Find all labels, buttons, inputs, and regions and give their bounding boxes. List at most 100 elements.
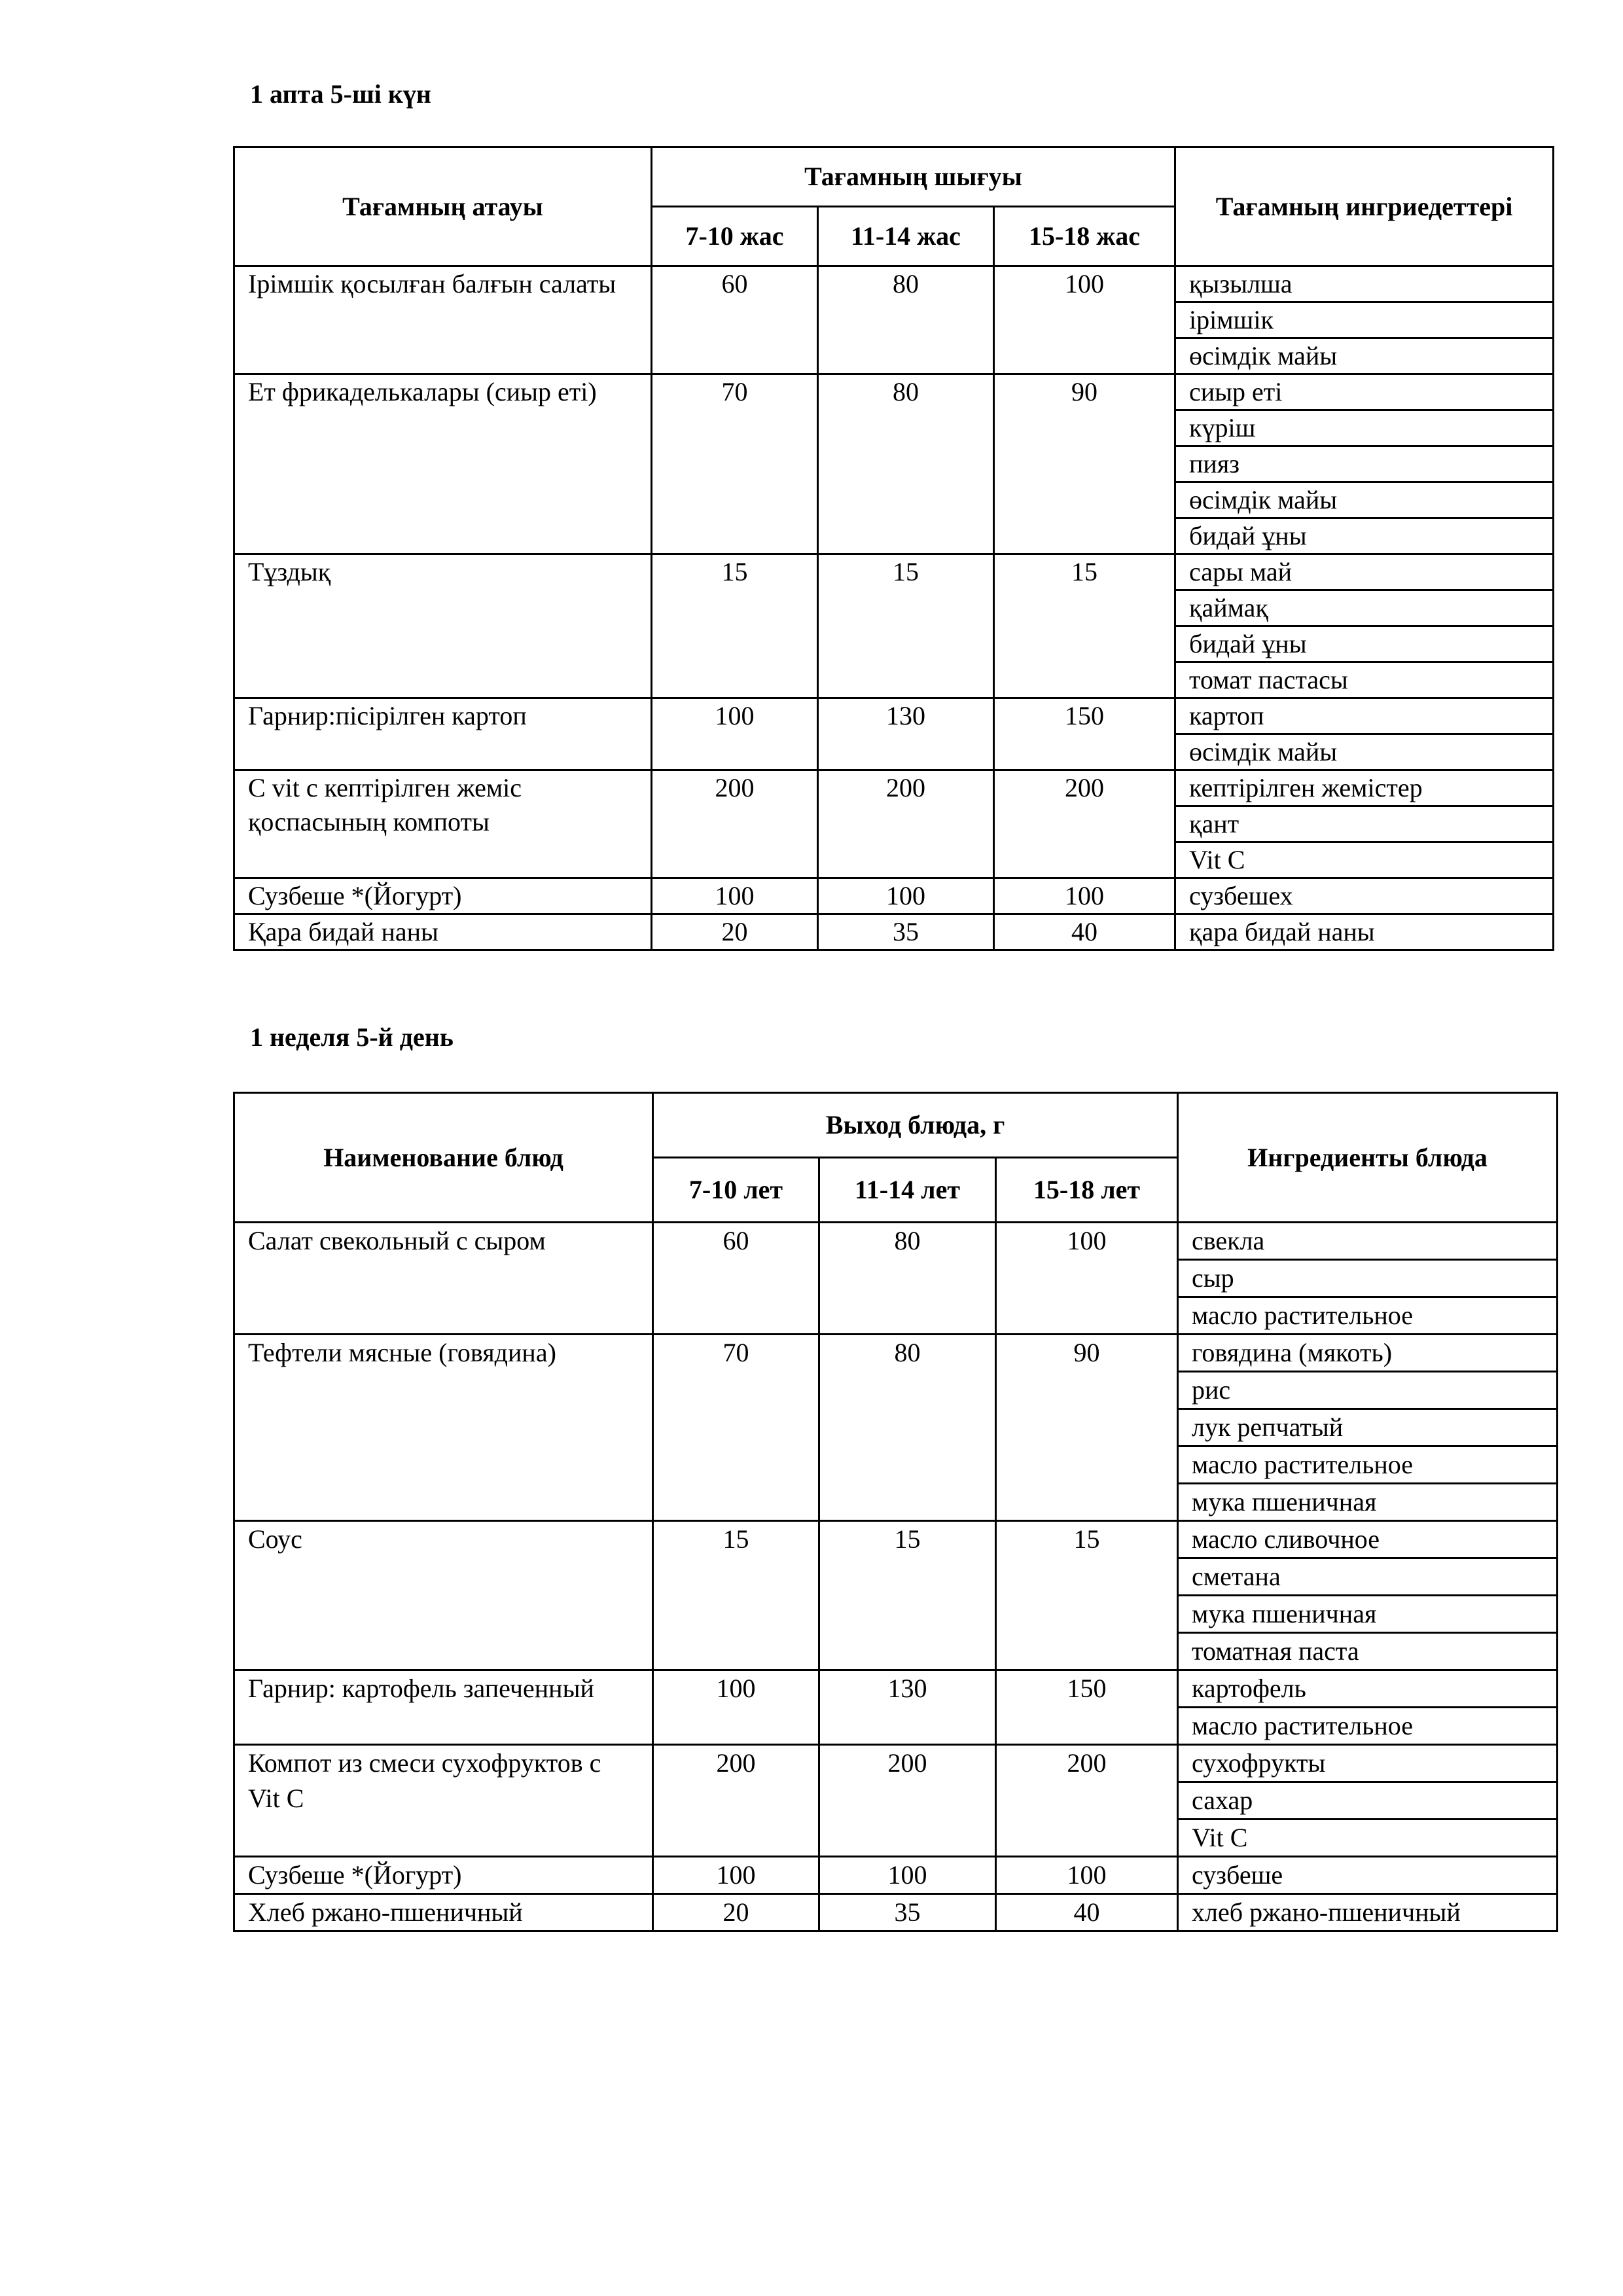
- header-age-7-10: 7-10 лет: [652, 1157, 820, 1223]
- ingredient: қант: [1174, 805, 1555, 843]
- ingredient: пияз: [1174, 445, 1555, 483]
- yield-11-14: 200: [818, 1744, 997, 1857]
- table-row: Сузбеше *(Йогурт) 100 100 100 сузбеше: [233, 1856, 1558, 1895]
- dish-name: Гарнир: картофель запеченный: [233, 1669, 654, 1746]
- yield-7-10: 60: [652, 1221, 820, 1335]
- dish-name: Хлеб ржано-пшеничный: [233, 1893, 654, 1932]
- table-row: сметана: [234, 1557, 1558, 1596]
- yield-7-10: 100: [652, 1856, 820, 1895]
- table-row: Ет фрикаделькалары (сиыр еті) 70 80 90 сиыр …: [233, 373, 1555, 555]
- ingredient: Vit C: [1177, 1818, 1558, 1857]
- yield-15-18: 100: [995, 1856, 1179, 1895]
- dish-name: Соус: [233, 1520, 654, 1671]
- ingredient: сиыр еті: [1174, 373, 1555, 411]
- dish-name: Салат свекольный с сыром: [233, 1221, 654, 1335]
- table-row: Ірімшік қосылған балғын салаты 60 80 100 қыз…: [233, 265, 1555, 375]
- ingredient: сузбеше: [1177, 1856, 1558, 1895]
- table-row: Vit C: [234, 841, 1555, 879]
- table-row: Тұздық 15 15 15 сары май: [233, 553, 1555, 699]
- table-row: сахар: [234, 1781, 1558, 1820]
- ingredient: масло растительное: [1177, 1296, 1558, 1335]
- yield-15-18: 40: [995, 1893, 1179, 1932]
- yield-11-14: 130: [818, 1669, 997, 1746]
- yield-15-18: 200: [995, 1744, 1179, 1857]
- table-row: мука пшеничная: [234, 1594, 1558, 1634]
- kazakh-menu-table: Тағамның атауы Тағамның шығуы Тағамның и…: [233, 146, 1555, 951]
- ingredient: мука пшеничная: [1177, 1594, 1558, 1634]
- yield-11-14: 100: [817, 877, 995, 915]
- dish-name: Сузбеше *(Йогурт): [233, 877, 652, 915]
- header-yield: Тағамның шығуы: [650, 146, 1177, 207]
- ingredient: сузбешех: [1174, 877, 1555, 915]
- table-row: C vit c кептірілген жеміс қоспасының ком…: [233, 769, 1555, 879]
- ingredient: масло сливочное: [1177, 1520, 1558, 1559]
- ingredient: говядина (мякоть): [1177, 1333, 1558, 1372]
- ingredient: мука пшеничная: [1177, 1482, 1558, 1522]
- yield-7-10: 70: [652, 1333, 820, 1522]
- ingredient: сахар: [1177, 1781, 1558, 1820]
- yield-15-18: 90: [995, 1333, 1179, 1522]
- dish-name: Тефтели мясные (говядина): [233, 1333, 654, 1522]
- yield-15-18: 15: [992, 553, 1177, 699]
- table-row: қаймақ: [234, 589, 1555, 627]
- dish-name: Сузбеше *(Йогурт): [233, 1856, 654, 1895]
- table-row: ірімшік: [234, 301, 1555, 339]
- ingredient: өсімдік майы: [1174, 733, 1555, 771]
- table-row: масло растительное: [234, 1296, 1558, 1335]
- yield-11-14: 80: [818, 1333, 997, 1522]
- russian-section-title: 1 неделя 5-й день: [250, 1022, 454, 1052]
- table-row: Сузбеше *(Йогурт) 100 100 100 сузбешех: [233, 877, 1555, 915]
- table-row: Компот из смеси сухофруктов с Vit C 200 20…: [233, 1744, 1558, 1857]
- table-row: Гарнир: картофель запеченный 100 130 150 кар…: [233, 1669, 1558, 1746]
- ingredient: сухофрукты: [1177, 1744, 1558, 1783]
- table-row: пияз: [234, 445, 1555, 483]
- yield-15-18: 200: [992, 769, 1177, 879]
- ingredient: қара бидай наны: [1174, 913, 1555, 951]
- table-row: томат пастасы: [234, 661, 1555, 699]
- dish-name: Ірімшік қосылған балғын салаты: [233, 265, 652, 375]
- header-age-15-18: 15-18 жас: [992, 206, 1177, 267]
- table-row: Салат свекольный с сыром 60 80 100 свекла: [233, 1221, 1558, 1335]
- dish-name: Гарнир:пісірілген картоп: [233, 697, 652, 771]
- ingredient: сметана: [1177, 1557, 1558, 1596]
- russian-menu-table: Наименование блюд Выход блюда, г Ингреди…: [233, 1092, 1558, 1932]
- yield-15-18: 100: [995, 1221, 1179, 1335]
- yield-15-18: 100: [992, 877, 1177, 915]
- table-row: Гарнир:пісірілген картоп 100 130 150 картоп: [233, 697, 1555, 771]
- table-row: томатная паста: [234, 1632, 1558, 1671]
- ingredient: бидай ұны: [1174, 625, 1555, 663]
- header-age-7-10: 7-10 жас: [651, 206, 819, 267]
- kazakh-section-title: 1 апта 5-ші күн: [250, 79, 431, 109]
- header-yield: Выход блюда, г: [652, 1092, 1179, 1158]
- ingredient: кептірілген жемістер: [1174, 769, 1555, 807]
- yield-11-14: 35: [817, 913, 995, 951]
- dish-name: Тұздық: [233, 553, 652, 699]
- ingredient: сары май: [1174, 553, 1555, 591]
- yield-7-10: 20: [651, 913, 819, 951]
- yield-11-14: 35: [818, 1893, 997, 1932]
- table-row: бидай ұны: [234, 625, 1555, 663]
- ingredient: өсімдік майы: [1174, 481, 1555, 519]
- yield-7-10: 200: [652, 1744, 820, 1857]
- table-row: рис: [234, 1371, 1558, 1410]
- table-row: күріш: [234, 409, 1555, 447]
- ingredient: хлеб ржано-пшеничный: [1177, 1893, 1558, 1932]
- table-row: лук репчатый: [234, 1408, 1558, 1447]
- yield-7-10: 15: [652, 1520, 820, 1671]
- header-ingredients: Тағамның ингриедеттері: [1174, 146, 1555, 267]
- ingredient: лук репчатый: [1177, 1408, 1558, 1447]
- ingredient: қаймақ: [1174, 589, 1555, 627]
- yield-15-18: 150: [995, 1669, 1179, 1746]
- yield-11-14: 15: [817, 553, 995, 699]
- header-age-15-18: 15-18 лет: [995, 1157, 1179, 1223]
- yield-11-14: 100: [818, 1856, 997, 1895]
- yield-15-18: 90: [992, 373, 1177, 555]
- table-row: сыр: [234, 1259, 1558, 1298]
- yield-15-18: 40: [992, 913, 1177, 951]
- ingredient: масло растительное: [1177, 1706, 1558, 1746]
- table-row: Тефтели мясные (говядина) 70 80 90 говядина …: [233, 1333, 1558, 1522]
- dish-name: C vit c кептірілген жеміс қоспасының ком…: [233, 769, 652, 879]
- yield-7-10: 70: [651, 373, 819, 555]
- ingredient: рис: [1177, 1371, 1558, 1410]
- table-row: өсімдік майы: [234, 337, 1555, 375]
